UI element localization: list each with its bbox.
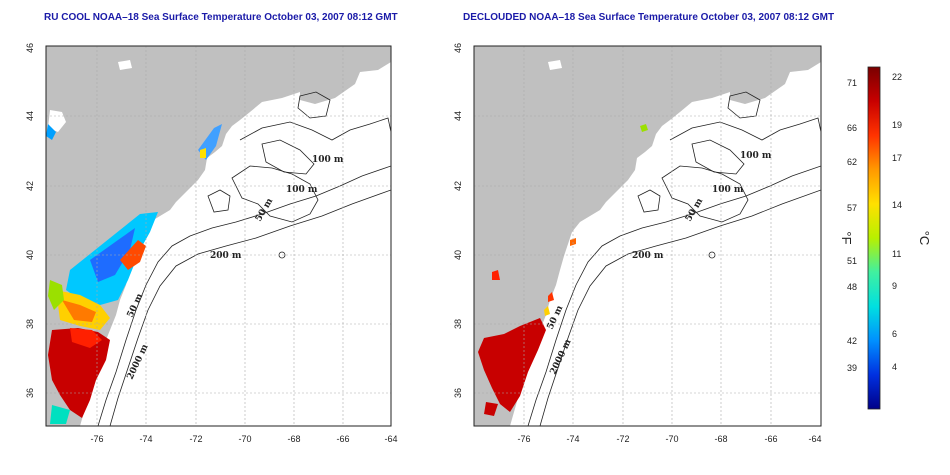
y-tick-label: 44 <box>25 111 35 121</box>
fahrenheit-tick: 48 <box>847 282 857 292</box>
x-tick-label: -70 <box>238 434 251 444</box>
y-axis-left: 36 38 40 42 44 46 <box>25 43 35 398</box>
x-axis-right: -76 -74 -72 -70 -68 -66 -64 <box>517 434 821 444</box>
y-tick-label: 40 <box>25 250 35 260</box>
sst-data-left <box>46 124 222 424</box>
y-tick-label: 44 <box>453 111 463 121</box>
x-tick-label: -66 <box>764 434 777 444</box>
celsius-tick: 11 <box>892 249 901 259</box>
y-tick-label: 36 <box>25 388 35 398</box>
x-tick-label: -72 <box>616 434 629 444</box>
celsius-tick: 19 <box>892 120 902 130</box>
x-tick-label: -64 <box>384 434 397 444</box>
celsius-tick: 9 <box>892 281 897 291</box>
temperature-colorbar: 71 66 62 57 51 48 42 39 22 19 17 14 11 9… <box>839 66 932 410</box>
contour-label: 100 m <box>740 151 772 161</box>
x-tick-label: -66 <box>336 434 349 444</box>
x-tick-label: -68 <box>714 434 727 444</box>
celsius-unit-label: °C <box>917 231 932 246</box>
x-tick-label: -74 <box>139 434 152 444</box>
right-map-title: DECLOUDED NOAA–18 Sea Surface Temperatur… <box>463 12 835 23</box>
celsius-tick: 4 <box>892 362 897 372</box>
celsius-tick: 22 <box>892 72 902 82</box>
fahrenheit-tick: 51 <box>847 256 857 266</box>
x-tick-label: -68 <box>287 434 300 444</box>
y-tick-label: 46 <box>25 43 35 53</box>
grid-left <box>46 46 391 426</box>
x-tick-label: -70 <box>665 434 678 444</box>
left-map-title: RU COOL NOAA–18 Sea Surface Temperature … <box>44 12 398 23</box>
fahrenheit-tick: 39 <box>847 363 857 373</box>
land-mass <box>46 46 391 426</box>
fahrenheit-tick: 66 <box>847 123 857 133</box>
x-tick-label: -64 <box>808 434 821 444</box>
left-map-panel: 100 m 100 m 50 m 200 m 50 m 2000 m -76 -… <box>25 43 398 444</box>
contour-label: 200 m <box>632 251 664 261</box>
celsius-tick: 6 <box>892 329 897 339</box>
fahrenheit-tick: 57 <box>847 203 857 213</box>
colorbar-gradient <box>867 66 881 410</box>
celsius-tick: 17 <box>892 153 902 163</box>
fahrenheit-tick: 71 <box>847 78 857 88</box>
grid-right <box>474 46 821 426</box>
x-axis-left: -76 -74 -72 -70 -68 -66 -64 <box>90 434 397 444</box>
x-tick-label: -72 <box>189 434 202 444</box>
y-tick-label: 38 <box>453 319 463 329</box>
land-mass <box>474 46 821 426</box>
celsius-scale: 22 19 17 14 11 9 6 4 <box>892 72 902 372</box>
sst-data-right <box>478 124 648 416</box>
y-tick-label: 46 <box>453 43 463 53</box>
fahrenheit-unit-label: °F <box>839 231 854 244</box>
contour-label: 100 m <box>286 185 318 195</box>
contour-label: 100 m <box>312 155 344 165</box>
fahrenheit-tick: 62 <box>847 157 857 167</box>
right-map-panel: 100 m 100 m 50 m 200 m 50 m 2000 m -76 -… <box>453 43 822 444</box>
fahrenheit-tick: 42 <box>847 336 857 346</box>
bathymetry-contours-left <box>97 91 391 426</box>
y-tick-label: 38 <box>25 319 35 329</box>
y-tick-label: 42 <box>25 181 35 191</box>
y-tick-label: 42 <box>453 181 463 191</box>
y-tick-label: 36 <box>453 388 463 398</box>
contour-label: 200 m <box>210 251 242 261</box>
y-tick-label: 40 <box>453 250 463 260</box>
x-tick-label: -76 <box>517 434 530 444</box>
celsius-tick: 14 <box>892 200 902 210</box>
y-axis-right: 36 38 40 42 44 46 <box>453 43 463 398</box>
fahrenheit-scale: 71 66 62 57 51 48 42 39 <box>847 78 857 373</box>
x-tick-label: -76 <box>90 434 103 444</box>
contour-label: 100 m <box>712 185 744 195</box>
x-tick-label: -74 <box>566 434 579 444</box>
